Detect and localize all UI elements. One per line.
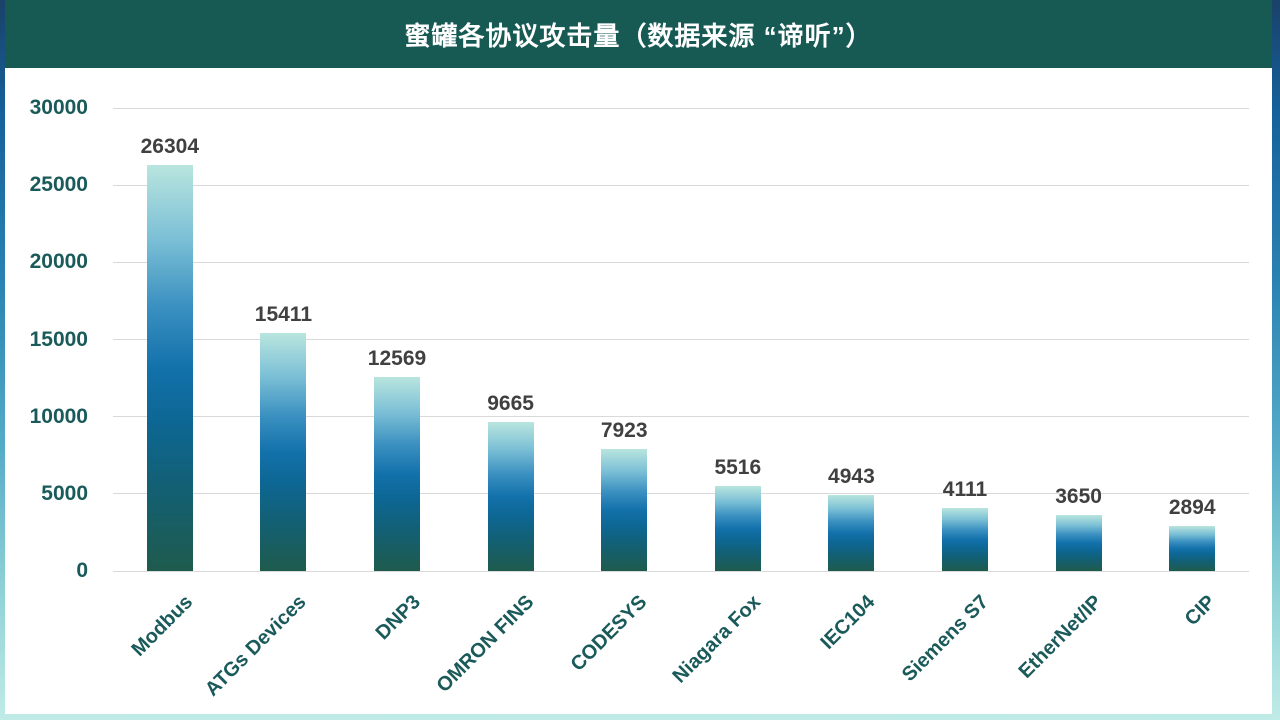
x-axis-category-label: CIP [1180,591,1220,631]
x-axis-category-label: Niagara Fox [668,591,766,688]
y-axis-tick-label: 20000 [29,250,88,274]
x-axis-category-label: IEC104 [816,591,879,654]
data-label: 3650 [1055,484,1102,508]
y-axis-tick-label: 25000 [29,173,88,197]
gridline-y-5000 [113,493,1249,495]
bar-CIP [1169,526,1216,571]
gridline-y-20000 [113,261,1249,263]
bar-Niagara Fox [714,485,761,571]
y-axis-tick-label: 10000 [29,404,88,428]
bar-CODESYS [601,448,648,571]
bar-Siemens S7 [942,507,988,571]
chart-title-bar: 蜜罐各协议攻击量（数据来源 “谛听”） [5,0,1272,68]
bar-EtherNet/IP [1055,514,1102,571]
x-axis-category-label: Modbus [127,591,198,661]
data-label: 5516 [714,455,762,479]
chart-title: 蜜罐各协议攻击量（数据来源 “谛听”） [404,20,873,51]
x-axis-category-label: CODESYS [567,591,652,676]
y-axis-tick-label: 0 [76,559,88,582]
y-axis-tick-label: 15000 [29,327,88,351]
bar-DNP3 [374,377,420,571]
x-axis-category-label: ATGs Devices [201,591,311,701]
y-axis-tick-label: 30000 [29,96,88,119]
data-label: 15411 [254,303,313,327]
bar-Modbus [146,165,193,571]
y-axis-tick-label: 5000 [41,481,88,505]
x-axis-category-label: OMRON FINS [432,591,539,697]
bar-IEC104 [828,494,875,571]
x-axis-category-label: EtherNet/IP [1014,591,1107,683]
data-label: 7923 [600,418,648,442]
gridline-y-25000 [113,184,1249,186]
data-label: 4943 [828,464,875,488]
chart-card: 蜜罐各协议攻击量（数据来源 “谛听”） 0 5000 10000 15000 20000… [5,0,1272,714]
gridline-y-15000 [113,339,1249,340]
gridline-y-10000 [113,416,1249,418]
data-label: 4111 [942,477,988,501]
x-axis-category-label: Siemens S7 [897,591,993,686]
bar-chart-plot-area: 0 5000 10000 15000 20000 25000 30000 26304 Modbu… [30,96,1249,701]
gridline-y-30000 [113,107,1249,109]
gridline-y-0 [113,570,1249,572]
data-label: 9665 [487,391,534,415]
data-label: 12569 [367,347,427,371]
data-label: 2894 [1168,496,1216,520]
x-axis-category-label: DNP3 [371,591,425,645]
bar-ATGs Devices [260,333,307,571]
bar-OMRON FINS [487,421,534,571]
data-label: 26304 [140,135,200,159]
